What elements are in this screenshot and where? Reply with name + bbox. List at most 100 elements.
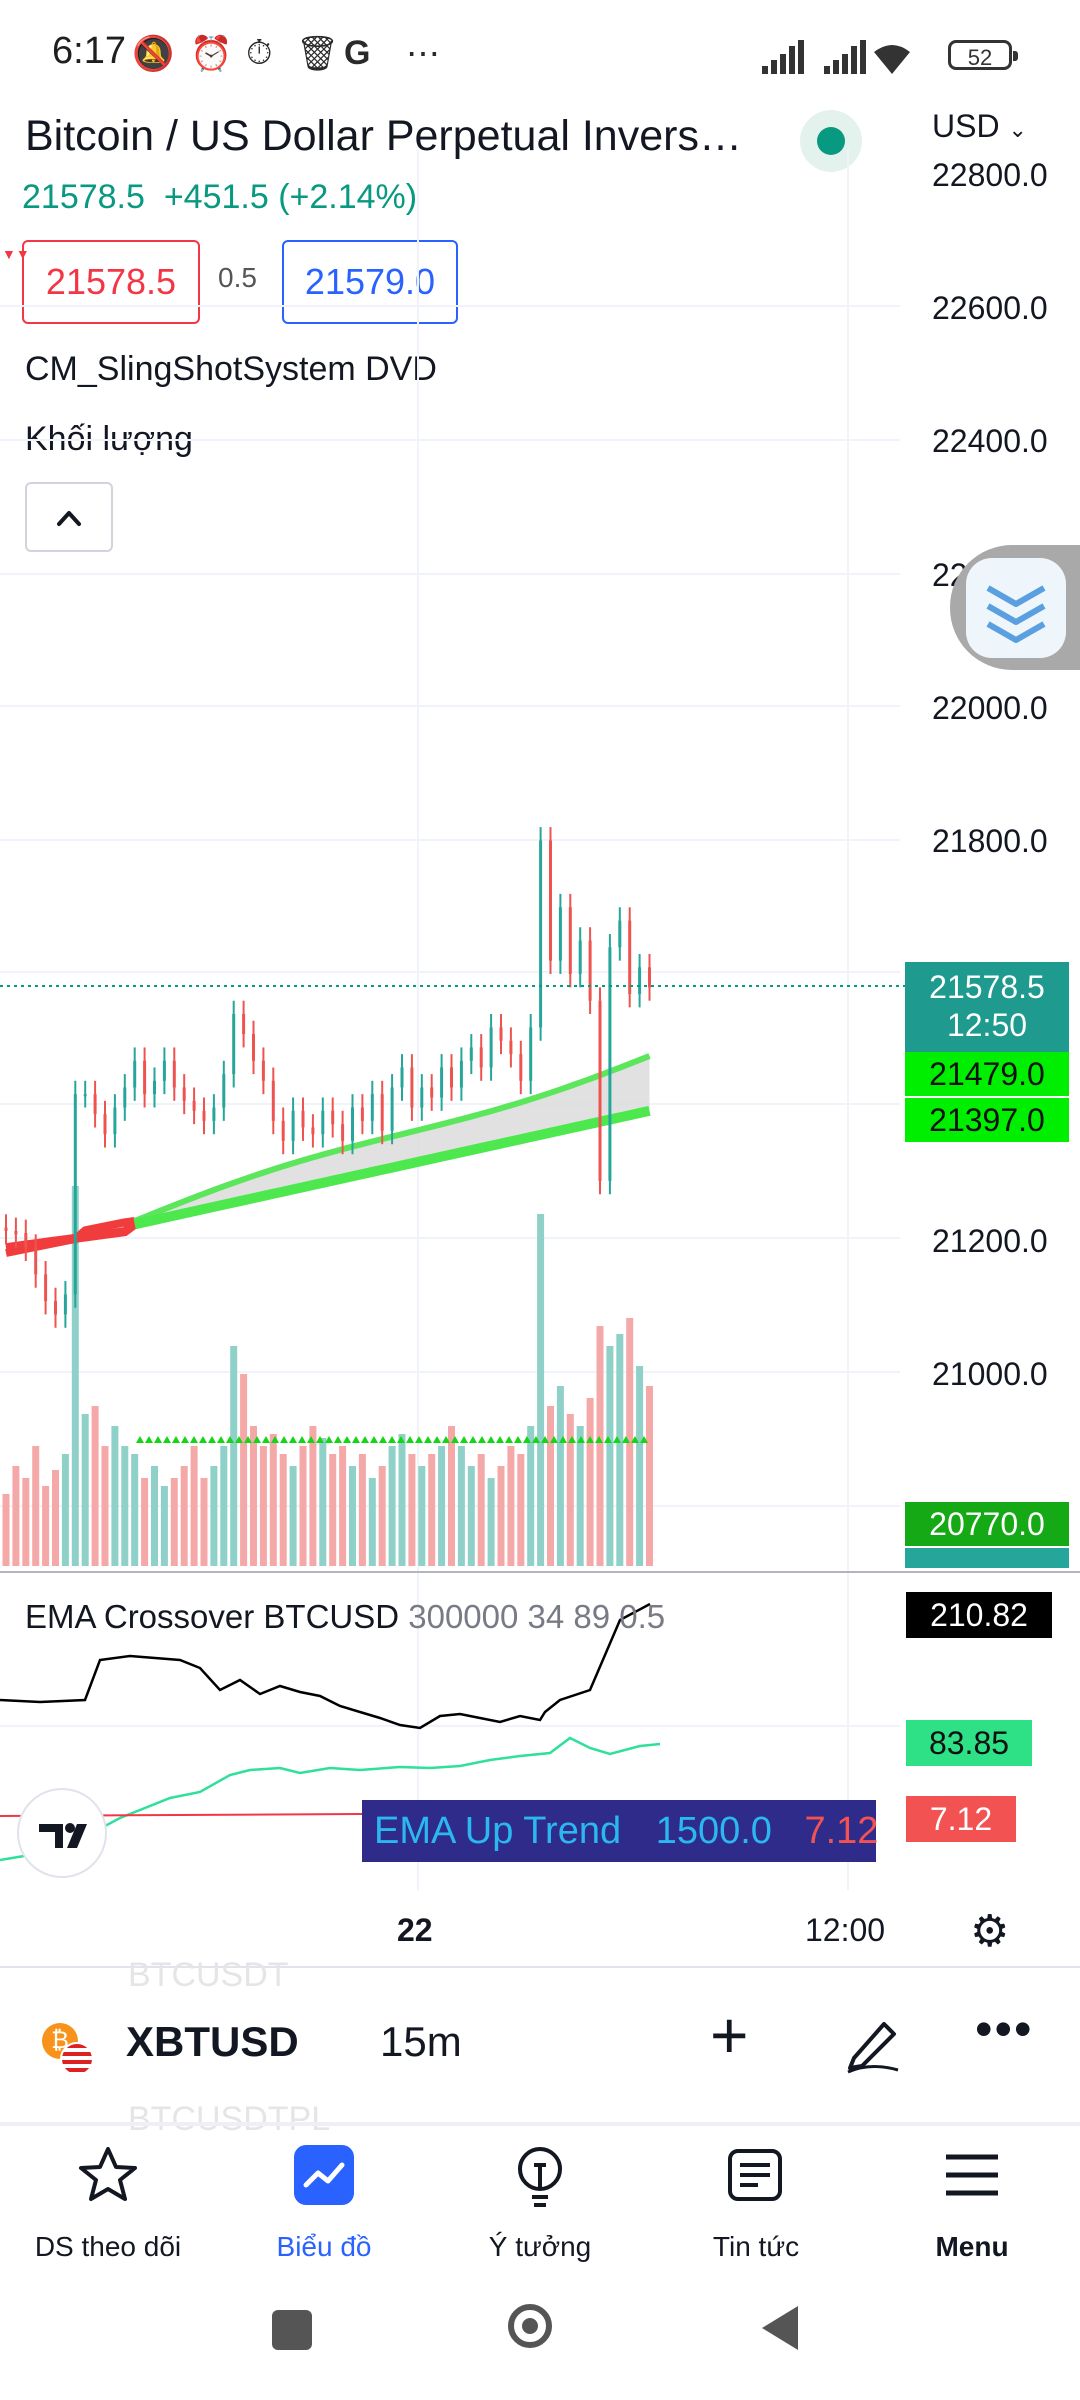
- currency-selector[interactable]: USD ⌄: [932, 108, 1027, 145]
- signal-arrow-icon: [262, 1436, 270, 1443]
- candle: [4, 1214, 8, 1245]
- volume-bar: [2, 1494, 10, 1566]
- volume-bar: [626, 1318, 634, 1566]
- signal-arrow-icon: [586, 1436, 594, 1443]
- google-icon: G: [344, 34, 371, 72]
- interval-selector[interactable]: 15m: [380, 2018, 462, 2065]
- ema-black-value: 210.82: [906, 1592, 1052, 1638]
- price-change-line: 21578.5 +451.5 (+2.14%): [22, 178, 417, 217]
- nav-watchlist[interactable]: DS theo dõi: [0, 2135, 216, 2263]
- signal-arrow-icon: [352, 1436, 360, 1443]
- signal-arrow-icon: [289, 1436, 297, 1443]
- volume-bar: [61, 1454, 69, 1566]
- signal-arrow-icon: [613, 1436, 621, 1443]
- signal-arrow-icon: [343, 1436, 351, 1443]
- ema-slow-label: 21397.0: [905, 1098, 1069, 1142]
- signal-arrow-icon: [622, 1436, 630, 1443]
- candle: [222, 1060, 226, 1121]
- volume-bar: [12, 1466, 20, 1566]
- signal-arrow-icon: [559, 1436, 567, 1443]
- price-tick: 22400.0: [932, 423, 1048, 459]
- collapse-legend-button[interactable]: [25, 482, 113, 552]
- candle: [519, 1040, 523, 1095]
- volume-bar: [537, 1214, 545, 1566]
- candle: [133, 1047, 137, 1101]
- drawing-tools-button[interactable]: [840, 2012, 904, 2086]
- candle: [351, 1094, 354, 1155]
- volume-bar: [418, 1466, 426, 1566]
- home-button[interactable]: [508, 2304, 552, 2348]
- volume-bar: [497, 1466, 505, 1566]
- symbol-selector[interactable]: XBTUSD: [126, 2018, 299, 2065]
- signal-arrow-icon: [550, 1436, 558, 1443]
- ghost-symbol-above: BTCUSDT: [128, 1956, 289, 1994]
- volume-bar: [636, 1366, 644, 1566]
- ema-green-value: 83.85: [906, 1720, 1032, 1766]
- nav-chart[interactable]: Biểu đồ: [216, 2135, 432, 2263]
- signal-arrow-icon: [388, 1436, 396, 1443]
- market-open-dot-icon: [817, 127, 845, 155]
- divider: [0, 2122, 1080, 2126]
- indicator-legend-slingshot[interactable]: CM_SlingShotSystem DVD: [25, 350, 437, 388]
- buy-button[interactable]: 21579.0: [282, 240, 458, 324]
- volume-label: [905, 1548, 1069, 1568]
- divider: [0, 1966, 1080, 1968]
- candle: [479, 1034, 483, 1081]
- candle: [14, 1217, 18, 1248]
- candle: [63, 1281, 67, 1328]
- bar-countdown: 12:50: [946, 1007, 1028, 1043]
- signal-arrow-icon: [208, 1436, 216, 1443]
- candle: [400, 1054, 404, 1101]
- volume-bar: [448, 1426, 455, 1566]
- volume-bar: [210, 1466, 218, 1566]
- candle: [450, 1054, 453, 1101]
- signal-arrow-icon: [577, 1436, 585, 1443]
- sell-button[interactable]: 21578.5: [22, 240, 200, 324]
- spread-value: 0.5: [218, 262, 257, 293]
- volume-bar: [319, 1438, 327, 1566]
- nav-label: DS theo dõi: [34, 2231, 182, 2262]
- candle: [242, 1000, 246, 1048]
- signal-arrow-icon: [244, 1436, 252, 1443]
- back-button[interactable]: [758, 2304, 802, 2352]
- add-indicator-button[interactable]: +: [710, 1998, 749, 2072]
- volume-bar: [121, 1446, 129, 1566]
- candle: [123, 1074, 127, 1121]
- signal-arrow-icon: [271, 1436, 279, 1443]
- candle: [341, 1110, 345, 1155]
- nav-ideas[interactable]: Ý tưởng: [432, 2135, 648, 2263]
- candle: [529, 1014, 533, 1095]
- price-chart[interactable]: [0, 0, 1080, 1960]
- ema-crossover-black-line: [0, 1602, 651, 1730]
- more-options-button[interactable]: •••: [975, 2001, 1034, 2057]
- candle: [598, 987, 602, 1195]
- signal-arrow-icon: [280, 1436, 288, 1443]
- ema-crossover-legend[interactable]: EMA Crossover BTCUSD 300000 34 89 0.5: [25, 1598, 665, 1636]
- signal-arrow-icon: [496, 1436, 504, 1443]
- hamburger-icon: [864, 2135, 1080, 2215]
- recent-apps-button[interactable]: [272, 2310, 312, 2350]
- trash-icon: 🗑: [296, 35, 340, 73]
- volume-bar: [586, 1398, 594, 1566]
- mute-icon: 🔕: [132, 35, 175, 73]
- nav-menu[interactable]: Menu: [864, 2135, 1080, 2263]
- nav-news[interactable]: Tin tức: [648, 2135, 864, 2263]
- volume-bar: [507, 1446, 515, 1566]
- price-tick: 22000.0: [932, 690, 1048, 726]
- volume-bar: [269, 1434, 277, 1566]
- alarm-icon: ⏰: [190, 35, 233, 73]
- signal-arrow-icon: [172, 1436, 180, 1443]
- volume-bar: [101, 1446, 109, 1566]
- signal-arrow-icon: [163, 1436, 171, 1443]
- candle: [380, 1080, 384, 1145]
- candle: [103, 1100, 107, 1148]
- candle: [370, 1080, 374, 1135]
- candle: [331, 1097, 335, 1138]
- signal-arrow-icon: [316, 1436, 324, 1443]
- chart-settings-gear-icon[interactable]: ⚙: [970, 1907, 1010, 1956]
- volume-bar: [556, 1386, 564, 1566]
- volume-bar: [457, 1446, 465, 1566]
- volume-bar: [250, 1426, 257, 1566]
- candle: [83, 1080, 87, 1108]
- tradingview-logo-icon[interactable]: [17, 1788, 107, 1878]
